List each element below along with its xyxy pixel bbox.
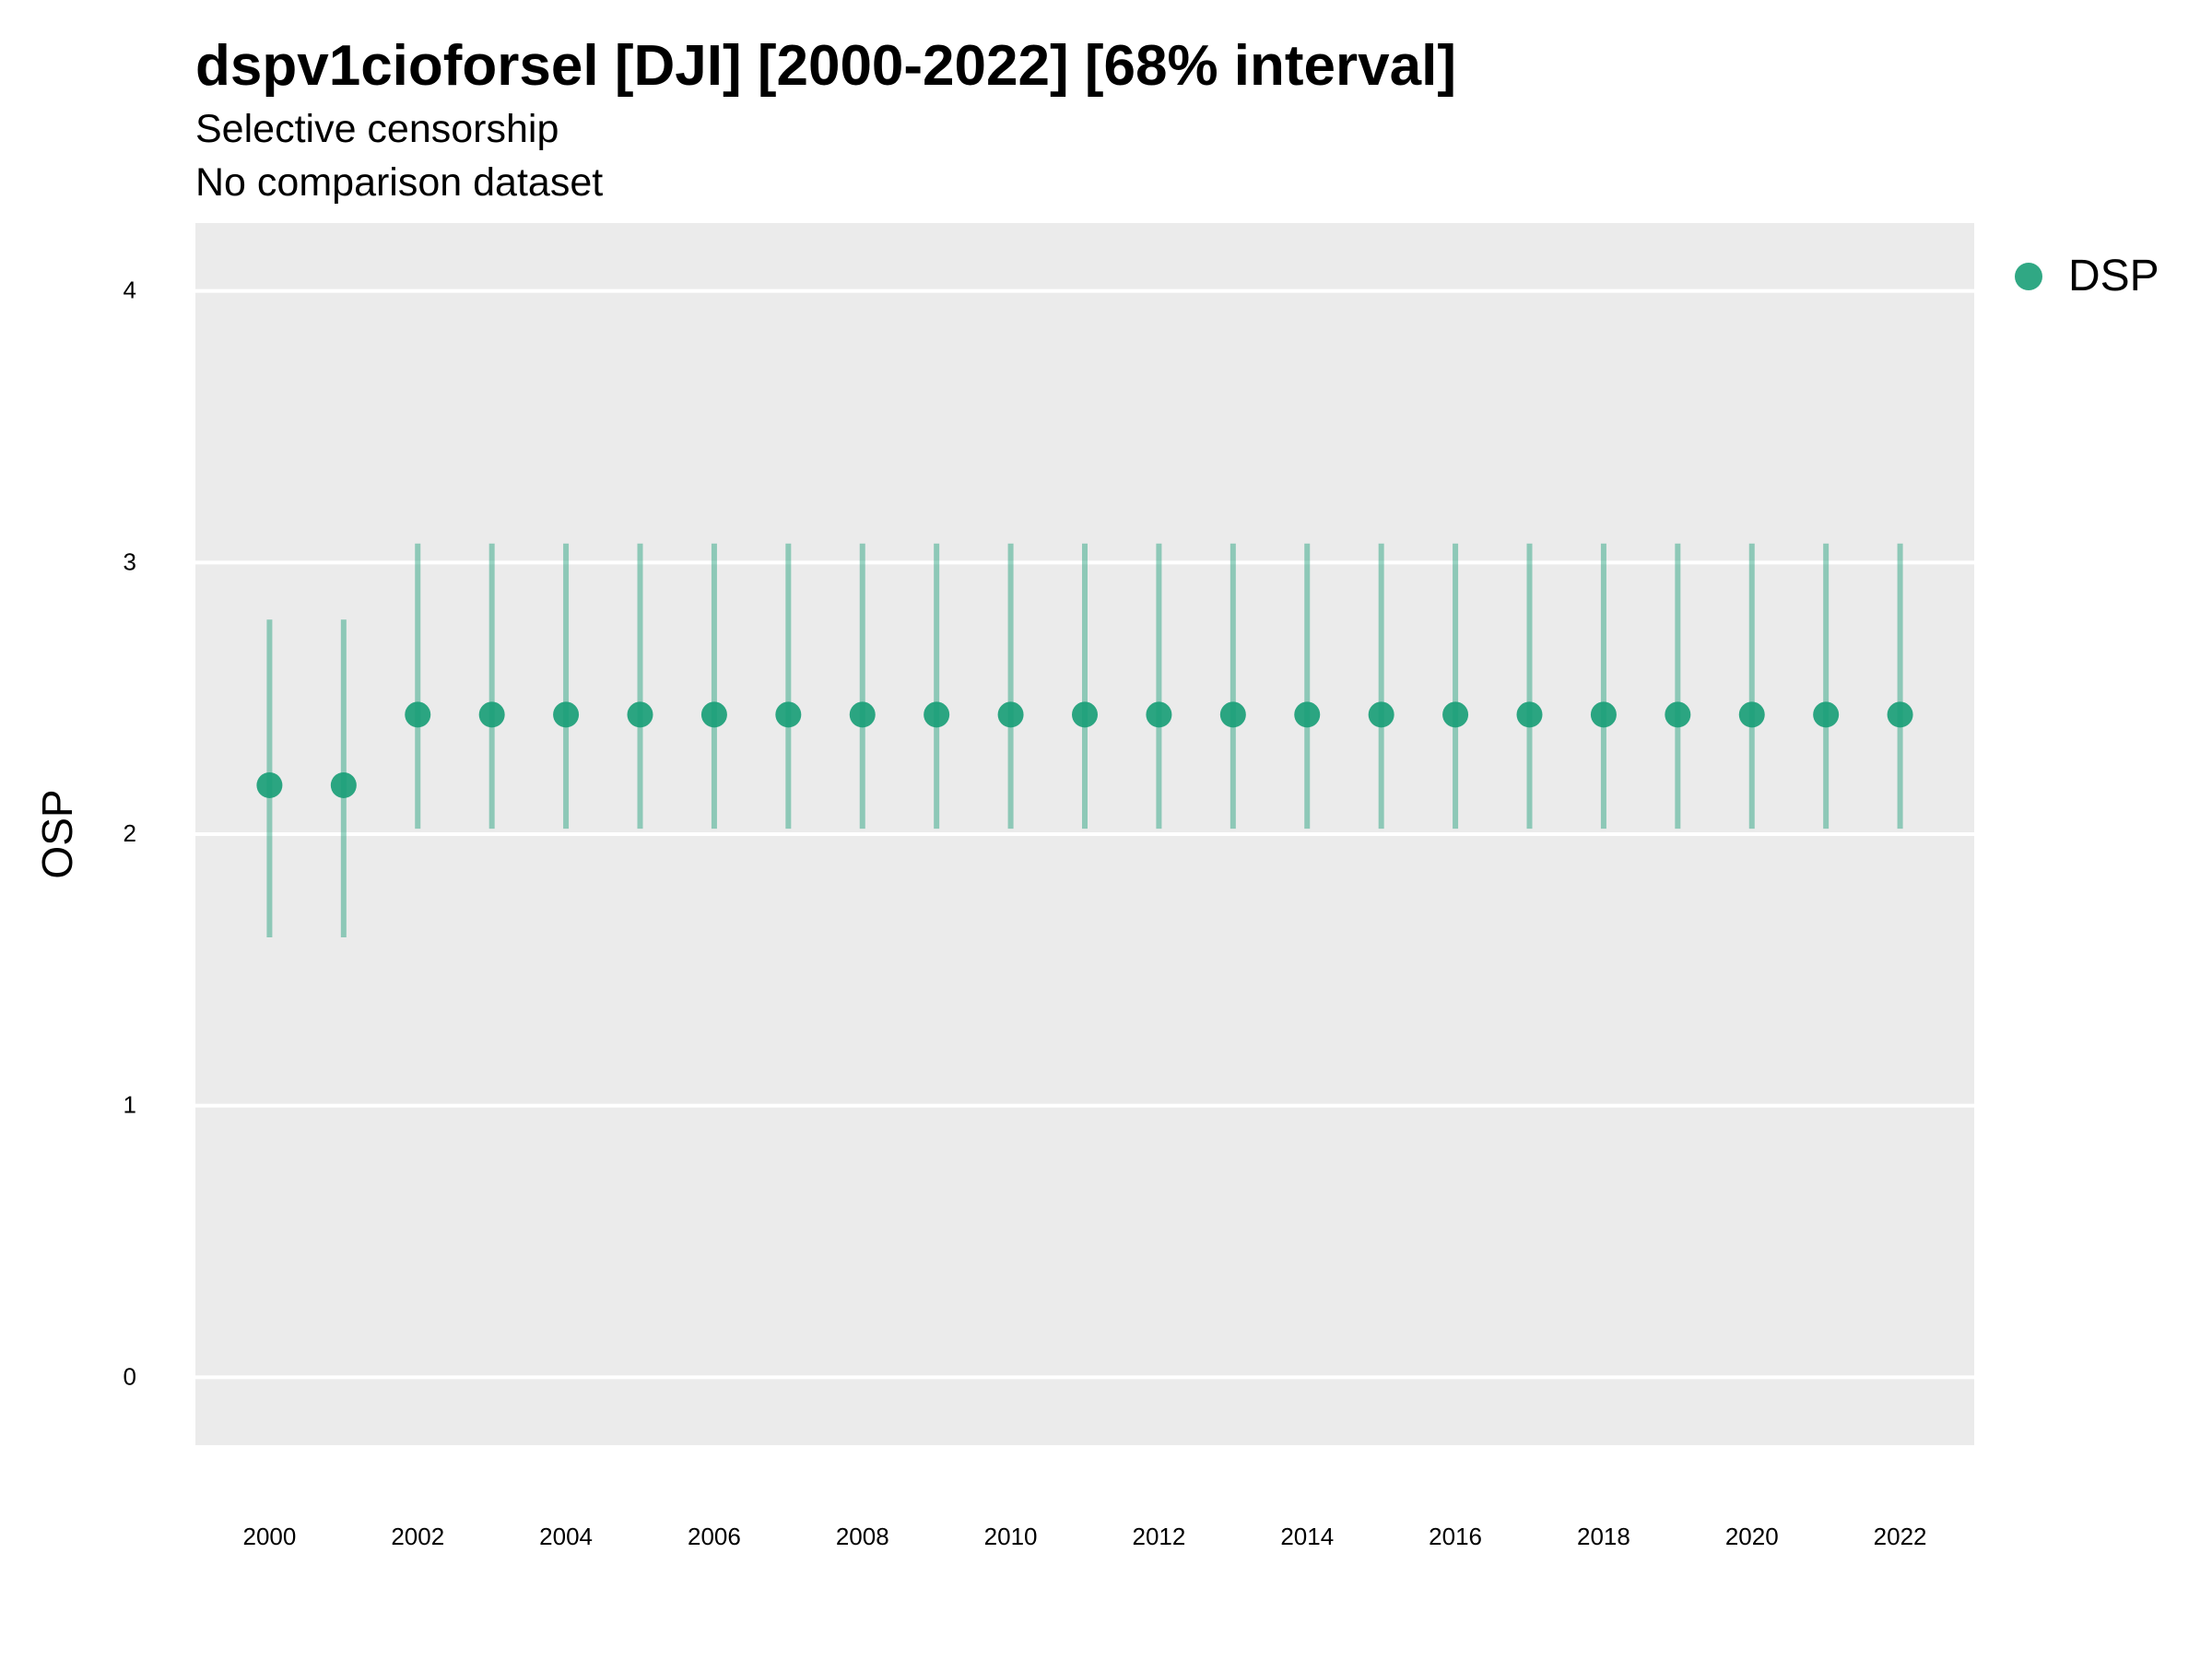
data-point-2014 [1294, 701, 1321, 728]
chart-subtitle-secondary: No comparison dataset [195, 160, 604, 205]
data-point-2004 [553, 701, 580, 728]
y-tick-label-3: 3 [124, 547, 136, 575]
y-tick-label-1: 1 [124, 1091, 136, 1119]
data-point-2002 [405, 701, 431, 728]
data-point-2017 [1516, 701, 1543, 728]
x-tick-label-2002: 2002 [391, 1523, 444, 1550]
data-point-2008 [849, 701, 876, 728]
x-tick-label-2012: 2012 [1132, 1523, 1185, 1550]
legend-label-dsp: DSP [2068, 252, 2159, 300]
x-tick-label-2010: 2010 [984, 1523, 1038, 1550]
data-point-2007 [775, 701, 802, 728]
x-tick-label-2020: 2020 [1725, 1523, 1779, 1550]
x-tick-label-2014: 2014 [1280, 1523, 1334, 1550]
data-point-2015 [1368, 701, 1394, 728]
x-tick-label-2004: 2004 [539, 1523, 593, 1550]
data-point-2019 [1665, 701, 1691, 728]
y-tick-label-0: 0 [124, 1362, 136, 1390]
legend: DSP [2015, 251, 2159, 301]
data-point-2001 [330, 771, 357, 798]
x-tick-label-2000: 2000 [242, 1523, 296, 1550]
chart-title: dspv1cioforsel [DJI] [2000-2022] [68% in… [195, 34, 1456, 98]
data-point-2010 [997, 701, 1024, 728]
data-point-2012 [1146, 701, 1172, 728]
data-point-2020 [1738, 701, 1765, 728]
y-axis-label: OSP [33, 789, 81, 878]
data-point-2011 [1072, 701, 1098, 728]
legend-key-dsp [2015, 262, 2042, 290]
data-point-2021 [1813, 701, 1840, 728]
data-point-2006 [700, 701, 727, 728]
data-point-2013 [1219, 701, 1246, 728]
x-tick-label-2018: 2018 [1577, 1523, 1630, 1550]
y-tick-label-2: 2 [124, 819, 136, 847]
x-tick-label-2022: 2022 [1874, 1523, 1927, 1550]
data-point-2022 [1887, 701, 1913, 728]
y-tick-label-4: 4 [124, 276, 136, 304]
chart-subtitle: Selective censorship [195, 107, 559, 151]
x-tick-label-2006: 2006 [688, 1523, 741, 1550]
data-point-2018 [1590, 701, 1617, 728]
data-point-2005 [627, 701, 653, 728]
data-point-2016 [1442, 701, 1469, 728]
x-tick-label-2008: 2008 [836, 1523, 889, 1550]
data-point-2000 [256, 771, 283, 798]
x-tick-label-2016: 2016 [1429, 1523, 1482, 1550]
data-point-2003 [478, 701, 505, 728]
data-point-2009 [924, 701, 950, 728]
